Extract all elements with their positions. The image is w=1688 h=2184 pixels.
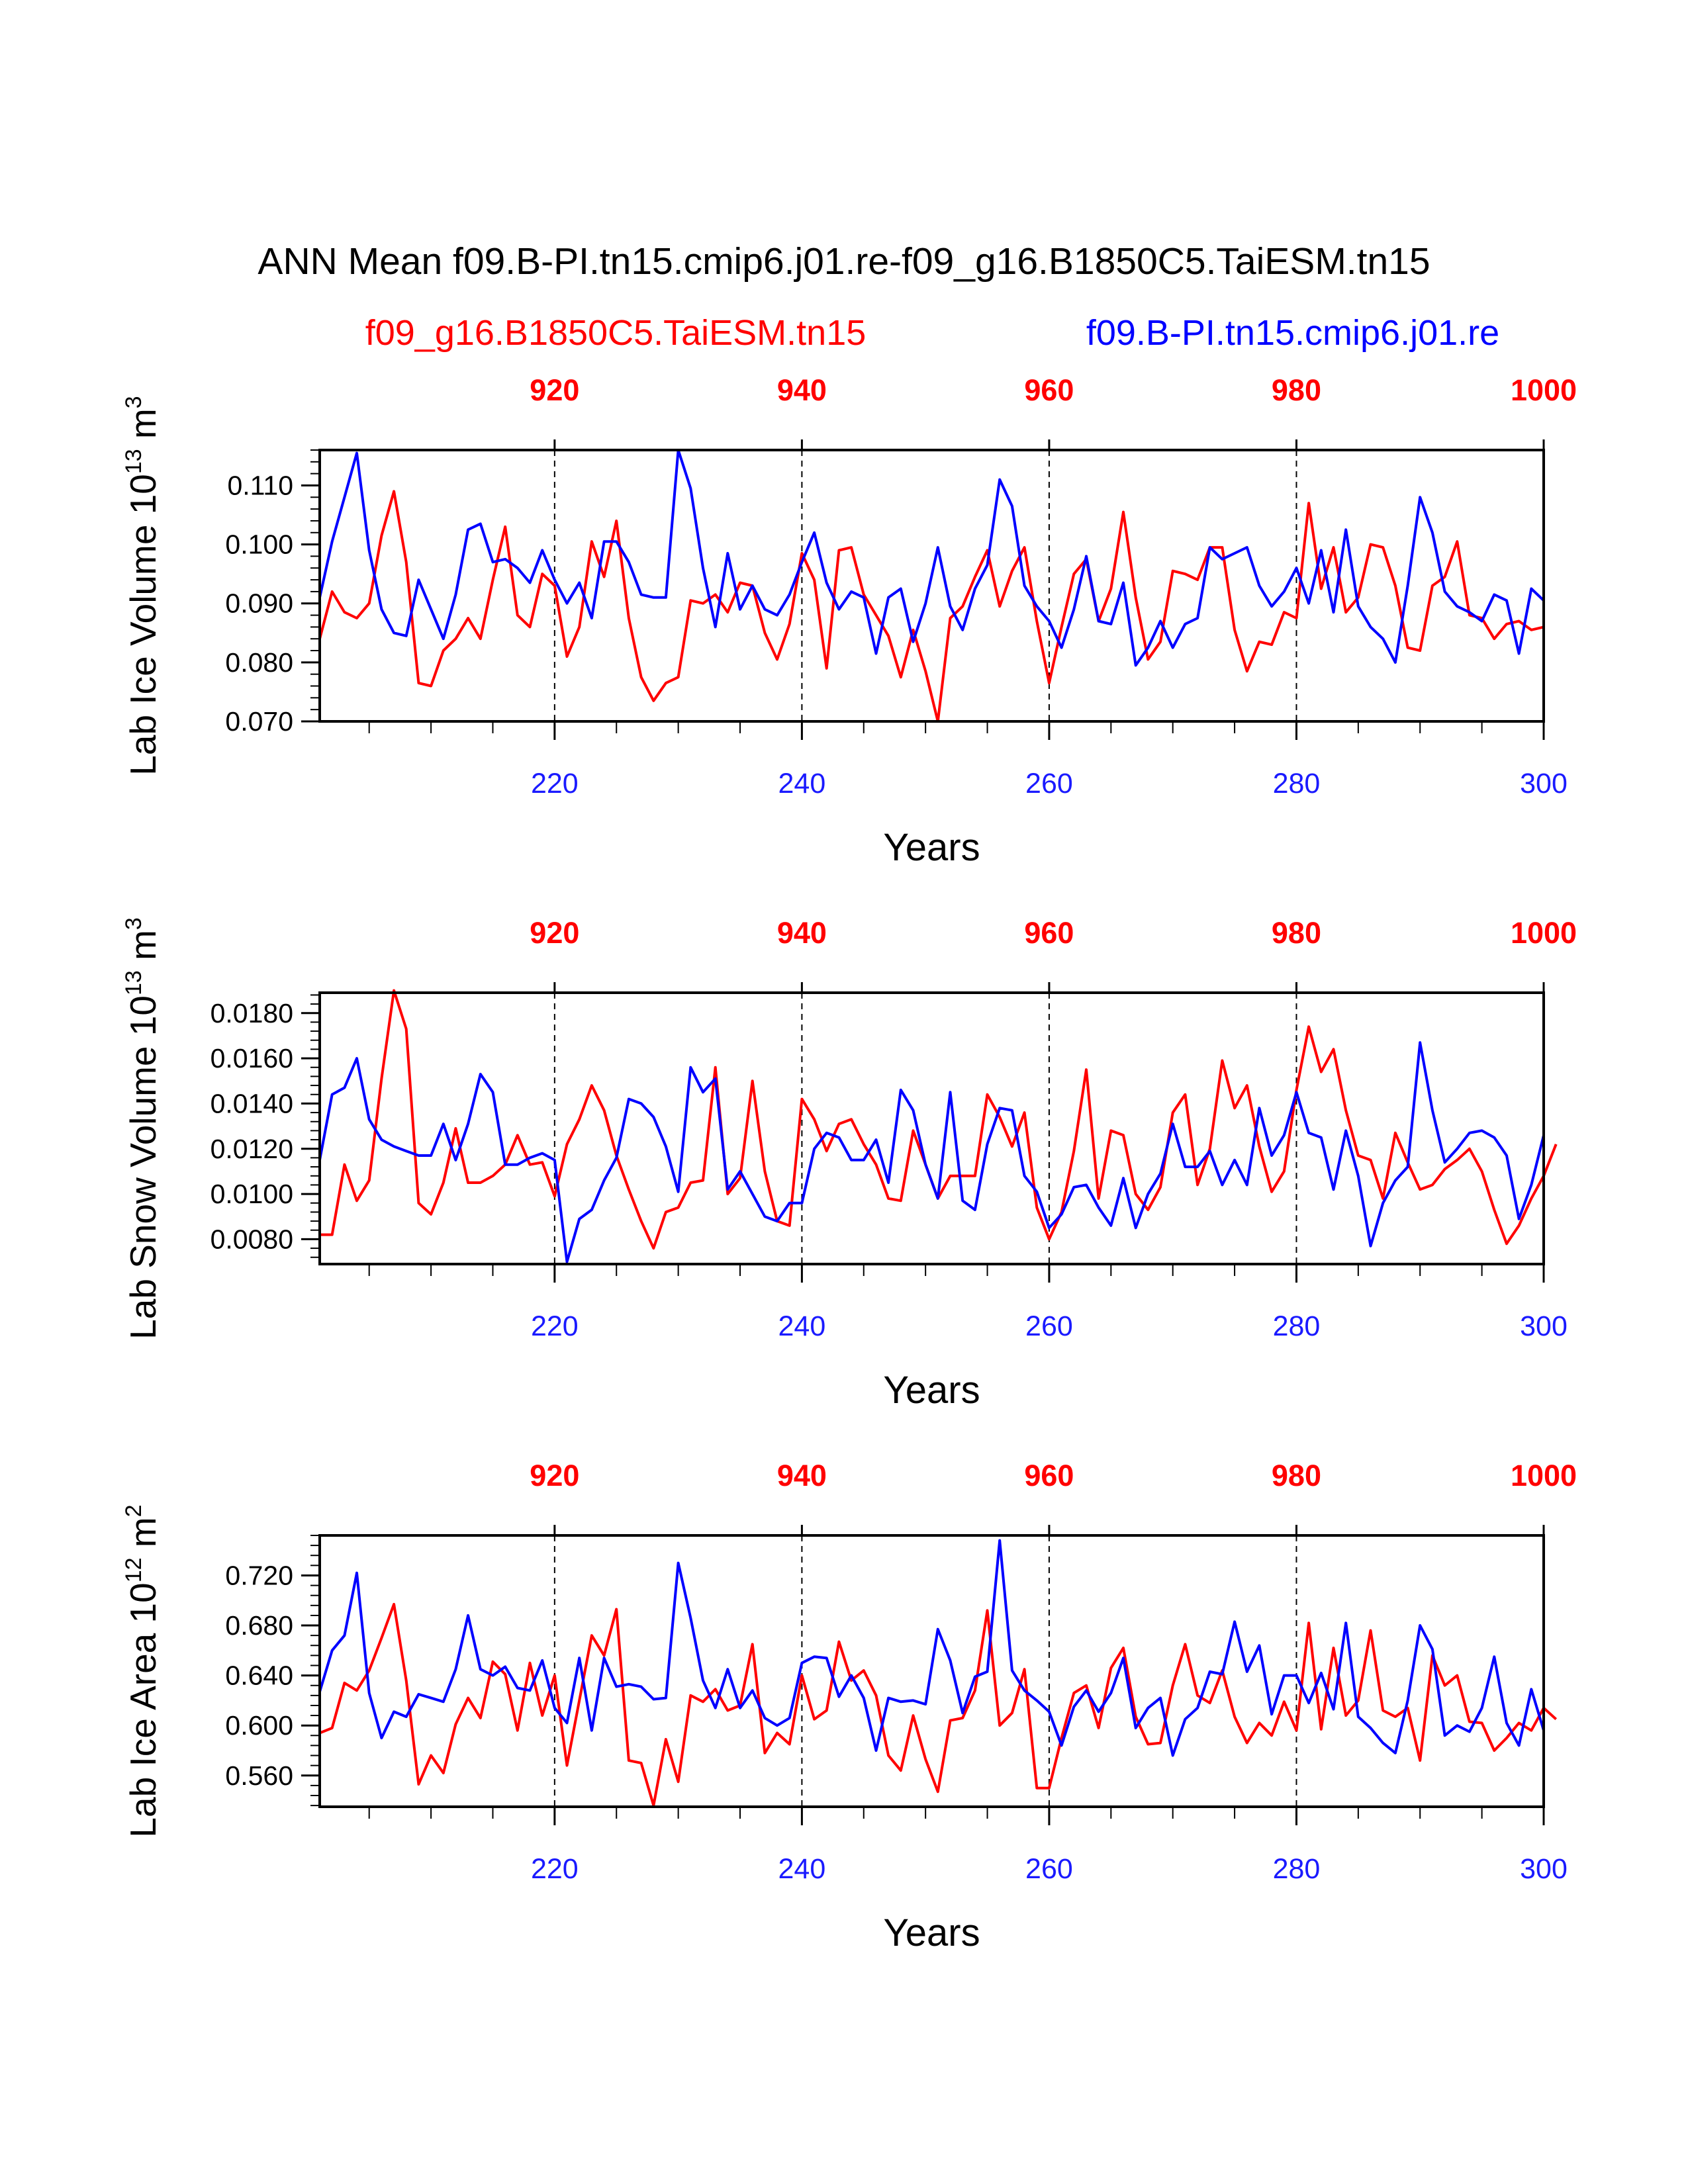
snow-volume-ylabel: Lab Snow Volume 1013 m3: [121, 917, 164, 1340]
snow-volume-series-red-line: [320, 989, 1558, 1250]
ice-volume-top-xtick-label: 980: [1272, 373, 1321, 407]
ice-area-xlabel: Years: [883, 1911, 980, 1954]
ice-volume-top-xtick-label: 1000: [1511, 373, 1577, 407]
snow-volume-top-xtick-label: 980: [1272, 916, 1321, 950]
legend-blue-label: f09.B-PI.tn15.cmip6.j01.re: [1086, 313, 1499, 353]
snow-volume-top-xtick-label: 960: [1024, 916, 1074, 950]
ice-volume-ytick-label: 0.110: [227, 470, 293, 500]
ice-volume-series-red-line: [318, 490, 1544, 723]
ice-area-series-blue-line: [318, 1539, 1545, 1757]
ice-volume-ytick-label: 0.070: [225, 706, 293, 737]
ice-volume-plot-frame: [318, 449, 1545, 723]
ice-volume-xtick-label: 300: [1520, 768, 1568, 799]
panel-ice-area: 0.560 0.600 0.640 0.680 0.720 220 240 260 280 300…: [121, 1459, 1577, 1954]
ice-volume-ytick-label: 0.100: [225, 529, 293, 560]
ice-volume-top-xtick-label: 960: [1024, 373, 1074, 407]
snow-volume-ytick-label: 0.0160: [211, 1043, 293, 1073]
ice-area-ytick-label: 0.560: [225, 1760, 293, 1791]
ice-volume-xtick-label: 240: [778, 768, 826, 799]
ice-volume-top-xtick-label: 940: [777, 373, 827, 407]
ice-area-xtick-label: 240: [778, 1853, 826, 1885]
ice-area-ylabel: Lab Ice Area 1012 m2: [121, 1504, 164, 1837]
snow-volume-top-xtick-label: 920: [530, 916, 579, 950]
snow-volume-top-xtick-label: 1000: [1511, 916, 1577, 950]
snow-volume-xtick-label: 220: [531, 1310, 579, 1342]
snow-volume-series-blue-line: [318, 1041, 1545, 1263]
ice-volume-xlabel: Years: [883, 826, 980, 869]
ice-volume-series-blue-line: [318, 449, 1545, 667]
snow-volume-xtick-label: 280: [1273, 1310, 1321, 1342]
ice-volume-ytick-label: 0.090: [225, 588, 293, 619]
ice-area-xtick-label: 220: [531, 1853, 579, 1885]
ice-volume-xtick-label: 220: [531, 768, 579, 799]
ice-area-xtick-label: 260: [1025, 1853, 1073, 1885]
ice-area-xtick-label: 280: [1273, 1853, 1321, 1885]
ice-volume-xtick-label: 260: [1025, 768, 1073, 799]
ice-area-top-xtick-label: 960: [1024, 1459, 1074, 1492]
figure-title: ANN Mean f09.B-PI.tn15.cmip6.j01.re-f09_…: [258, 240, 1430, 283]
snow-volume-ytick-label: 0.0140: [211, 1088, 293, 1118]
snow-volume-top-xtick-label: 940: [777, 916, 827, 950]
snow-volume-ytick-label: 0.0180: [211, 998, 293, 1028]
ice-area-series-red-line: [319, 1602, 1558, 1807]
ice-area-top-xtick-label: 980: [1272, 1459, 1321, 1492]
ice-volume-ylabel: Lab Ice Volume 1013 m3: [121, 396, 164, 775]
ice-area-top-xtick-label: 920: [530, 1459, 579, 1492]
ice-area-top-xtick-label: 940: [777, 1459, 827, 1492]
ice-area-ytick-label: 0.680: [225, 1610, 293, 1641]
ice-volume-xtick-label: 280: [1273, 768, 1321, 799]
ice-area-top-xtick-label: 1000: [1511, 1459, 1577, 1492]
snow-volume-xlabel: Years: [883, 1369, 980, 1412]
snow-volume-ytick-label: 0.0100: [211, 1179, 293, 1209]
ice-area-xtick-label: 300: [1520, 1853, 1568, 1885]
snow-volume-xtick-label: 240: [778, 1310, 826, 1342]
snow-volume-xtick-label: 260: [1025, 1310, 1073, 1342]
snow-volume-plot-frame: [318, 991, 1545, 1265]
ice-volume-top-xtick-label: 920: [530, 373, 579, 407]
snow-volume-ytick-label: 0.0080: [211, 1224, 293, 1254]
panel-ice-volume: 0.070 0.080 0.090 0.100 0.110 220 240 260 280 300…: [121, 373, 1577, 869]
panel-snow-volume: 0.0080 0.0100 0.0120 0.0140 0.0160 0.0180 220 2…: [121, 916, 1577, 1412]
ice-area-plot-frame: [318, 1534, 1545, 1808]
ice-area-ytick-label: 0.600: [225, 1710, 293, 1741]
ice-area-ytick-label: 0.720: [225, 1560, 293, 1590]
snow-volume-ytick-label: 0.0120: [211, 1134, 293, 1164]
legend-red-label: f09_g16.B1850C5.TaiESM.tn15: [365, 313, 867, 353]
ice-volume-ytick-label: 0.080: [225, 647, 293, 678]
ice-area-ytick-label: 0.640: [225, 1661, 293, 1691]
snow-volume-xtick-label: 300: [1520, 1310, 1568, 1342]
